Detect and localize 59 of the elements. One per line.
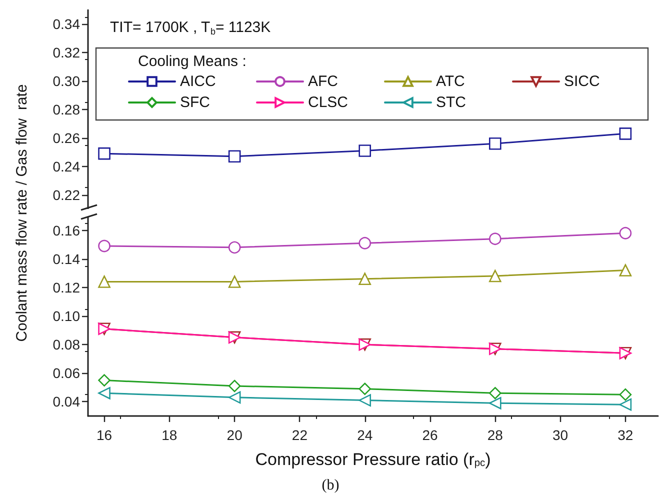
point: [488, 396, 502, 410]
point: [619, 398, 632, 411]
y-tick-label: 0.24: [52, 158, 80, 174]
x-axis-title: Compressor Pressure ratio (rpc): [255, 450, 491, 469]
point: [228, 241, 241, 254]
legend-label: SICC: [564, 73, 600, 90]
y-tick-label: 0.04: [52, 394, 80, 410]
x-tick-label: 18: [162, 427, 178, 443]
legend-label: ATC: [436, 73, 466, 90]
x-tick-label: 28: [487, 427, 504, 443]
x-tick-label: 22: [292, 427, 308, 443]
legend-label: SFC: [180, 94, 210, 111]
x-tick-label: 26: [422, 427, 438, 443]
y-tick-label: 0.14: [52, 250, 80, 267]
point: [228, 391, 241, 404]
x-tick-label: 32: [618, 427, 634, 443]
x-tick-label: 16: [96, 427, 112, 443]
point: [358, 394, 372, 406]
point: [98, 240, 110, 252]
x-tick-label: 20: [226, 427, 243, 443]
point: [489, 232, 502, 246]
y-tick-label: 0.26: [52, 130, 80, 146]
point: [488, 386, 502, 400]
point: [98, 147, 110, 160]
point: [358, 236, 372, 250]
y-tick-label: 0.32: [52, 44, 80, 61]
point: [98, 276, 110, 288]
y-tick-label: 0.16: [52, 222, 80, 238]
legend-label: CLSC: [308, 94, 348, 111]
y-tick-label: 0.22: [52, 186, 80, 203]
point: [619, 388, 632, 401]
point: [228, 276, 241, 288]
y-tick-label: 0.12: [52, 279, 80, 296]
text: (b): [322, 478, 340, 494]
point: [98, 386, 110, 400]
point: [488, 137, 502, 150]
legend-label: AFC: [308, 73, 338, 90]
x-tick-label: 30: [552, 427, 568, 443]
point: [619, 128, 632, 140]
y-tick-label: 0.06: [52, 365, 80, 382]
y-tick-label: 0.28: [52, 102, 80, 118]
y-tick-label: 0.30: [52, 73, 80, 90]
legend-title: Cooling Means :: [138, 53, 246, 70]
point: [619, 264, 632, 276]
point: [358, 144, 372, 157]
y-tick-label: 0.10: [52, 308, 80, 324]
legend-label: STC: [436, 94, 466, 111]
point: [228, 380, 241, 392]
y-tick-label: 0.08: [52, 336, 80, 353]
point: [358, 272, 372, 286]
x-tick-label: 24: [357, 427, 373, 443]
point: [358, 382, 372, 396]
y-axis-title: Coolant mass flow rate / Gas flow rate: [14, 84, 30, 342]
legend-label: AICC: [180, 73, 216, 90]
point: [488, 270, 502, 282]
point: [98, 374, 110, 386]
point: [228, 150, 241, 163]
y-tick-label: 0.34: [52, 16, 80, 32]
point: [619, 226, 632, 240]
